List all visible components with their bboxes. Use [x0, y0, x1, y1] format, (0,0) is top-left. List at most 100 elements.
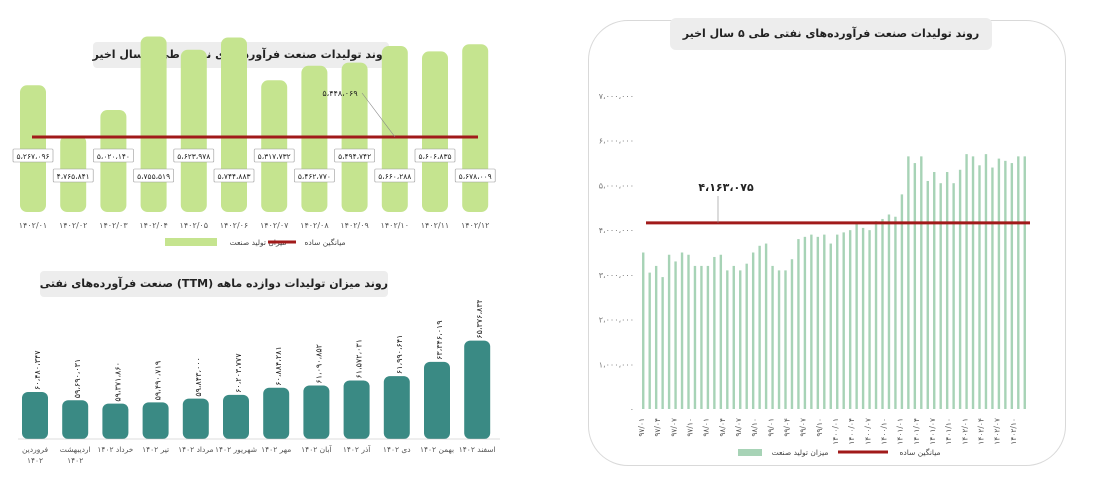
chart2-value-label: ۶۵،۳۷۶،۸۳۳ [475, 300, 484, 339]
chart1-value-label-box [213, 168, 255, 183]
chart2-bar [182, 398, 209, 439]
chart1-value-label-box [374, 168, 416, 183]
chart3-x-tick: ۹۷/۰۱ [637, 418, 646, 437]
chart2-value-label: ۵۹،۶۹۰،۰۳۱ [73, 359, 82, 399]
chart2-x-tick: آذر ۱۴۰۲ [343, 444, 371, 454]
chart1-value-label-box [454, 168, 496, 183]
chart3-bar [719, 254, 723, 409]
chart2-bar [102, 403, 129, 439]
chart3-x-tick: ۱۴۰۲/۱۰ [1009, 418, 1018, 445]
chart3-bar [790, 259, 794, 409]
chart3-bar [751, 252, 755, 409]
chart3-bar [764, 243, 768, 409]
chart2-x-tick-year: ۱۴۰۲ [27, 456, 43, 465]
chart2-value-label: ۶۱،۰۹۰،۸۵۲ [314, 344, 323, 384]
chart2-value-label: ۶۱،۵۷۲،۰۳۱ [355, 339, 364, 379]
chart3-bar [732, 265, 735, 409]
chart3-bar [881, 218, 884, 409]
chart3-bar [913, 163, 917, 409]
chart3-bar [939, 183, 942, 409]
chart3-bar [965, 154, 968, 409]
chart2-value-label: ۶۱،۹۹۰،۶۴۱ [395, 335, 404, 375]
chart3-bar [797, 239, 800, 409]
chart2-value-label: ۵۹،۸۴۳،۰۰۰ [194, 357, 203, 397]
chart3-bar [836, 234, 839, 409]
chart2-bar [303, 385, 330, 439]
chart2-value-label: ۶۳،۳۴۶،۰۱۹ [435, 320, 444, 360]
chart3-bar [952, 183, 955, 409]
chart3-x-tick: ۱۴۰۱/۱۰ [944, 418, 953, 445]
chart3-bar [810, 234, 813, 409]
chart3-bar [726, 270, 729, 409]
chart2-x-tick-year: ۱۴۰۲ [67, 456, 83, 465]
chart3-bar [654, 265, 658, 409]
chart3-x-tick: ۹۸/۰۷ [734, 418, 743, 437]
chart3-x-tick: ۹۹/۱۰ [815, 418, 824, 437]
chart3-bar [784, 270, 787, 409]
chart1-average-leader [361, 92, 396, 138]
chart3-bar [823, 234, 826, 409]
chart3-x-tick: ۱۴۰۰/۰۴ [847, 418, 856, 445]
chart2-title: روند میزان تولیدات دوازده ماهه (TTM) صنع… [40, 271, 388, 297]
chart1-average-label: ۵،۴۴۸،۰۶۹ [322, 89, 357, 98]
chart2-x-tick: دی ۱۴۰۲ [383, 445, 411, 454]
chart3-title: روند تولیدات صنعت فرآورده‌های نفتی طی ۵ … [670, 18, 992, 50]
chart3-bar [700, 265, 703, 409]
chart2-bar [464, 340, 491, 439]
chart1-x-tick: ۱۴۰۲/۰۱ [19, 221, 47, 230]
chart1-bar [261, 80, 288, 212]
chart2-value-label: ۵۹،۴۹۰،۷۱۹ [154, 361, 163, 401]
chart3-x-tick: ۱۴۰۰/۰۷ [863, 418, 872, 445]
chart3-x-tick: ۹۸/۰۱ [702, 418, 711, 437]
chart1-bar [140, 36, 167, 212]
chart1-value-label: ۵،۴۶۲،۷۷۰ [298, 172, 331, 181]
chart3-y-tick: ۷،۰۰۰،۰۰۰ [599, 92, 634, 101]
chart3-bar [739, 270, 742, 409]
chart3-bar [991, 167, 994, 409]
chart3-bar [861, 227, 865, 409]
chart3-five-year-production: ۰ ۱،۰۰۰،۰۰۰ ۲،۰۰۰،۰۰۰ ۳،۰۰۰،۰۰۰ ۴،۰۰۰،۰۰۰ ۵،۰… [599, 92, 1030, 457]
chart3-bar [978, 165, 981, 409]
chart3-bar [907, 156, 910, 409]
chart3-bar [920, 156, 923, 409]
chart3-legend-swatch-bar [738, 449, 762, 456]
chart1-bar [180, 49, 207, 213]
chart3-bar [842, 232, 845, 409]
chart3-bar [680, 252, 684, 409]
chart1-x-tick: ۱۴۰۲/۰۹ [340, 221, 368, 230]
chart2-bar [343, 380, 370, 439]
chart3-bar [777, 270, 781, 409]
chart1-value-label: ۵،۲۶۷،۰۹۶ [16, 152, 49, 161]
chart1-bar [422, 51, 448, 213]
chart3-bar [693, 265, 697, 409]
chart3-bar [984, 154, 988, 409]
chart1-value-label: ۵،۷۵۵،۵۱۹ [137, 172, 170, 181]
chart3-x-tick: ۹۸/۱۰ [750, 418, 759, 437]
chart3-bar [745, 263, 748, 409]
chart3-legend-bar: میزان تولید صنعت [772, 448, 829, 457]
chart2-bar [22, 391, 48, 439]
chart1-bar [20, 85, 46, 212]
chart1-bar [221, 37, 247, 212]
chart2-x-tick: خرداد ۱۴۰۲ [97, 445, 133, 454]
chart3-y-tick: ۱،۰۰۰،۰۰۰ [599, 360, 634, 369]
chart3-bar [758, 245, 761, 409]
chart3-x-tick: ۹۷/۰۷ [669, 418, 678, 437]
chart2-bar [62, 400, 89, 439]
chart2-value-label: ۶۰،۸۸۴،۲۸۱ [274, 346, 283, 386]
chart3-bar [713, 256, 716, 409]
chart3-bar [848, 230, 852, 409]
chart1-x-tick: ۱۴۰۲/۰۸ [300, 221, 329, 230]
chart3-bar [687, 254, 690, 409]
chart1-value-label: ۵،۶۷۸،۰۰۹ [459, 172, 492, 181]
chart3-legend-line: میانگین ساده [900, 448, 941, 457]
chart3-bar [887, 214, 891, 409]
chart3-x-tick: ۱۴۰۲/۰۱ [960, 418, 969, 445]
chart1-value-label-box [12, 148, 54, 163]
chart3-bar [1017, 156, 1020, 409]
chart1-value-label: ۴،۷۶۵،۸۴۱ [57, 172, 90, 181]
chart1-value-label: ۵،۶۶۰،۲۸۸ [378, 172, 411, 181]
chart1-bar [462, 44, 489, 213]
chart3-bar [803, 236, 807, 409]
chart1-value-label: ۵،۶۰۶،۸۳۵ [418, 152, 451, 161]
